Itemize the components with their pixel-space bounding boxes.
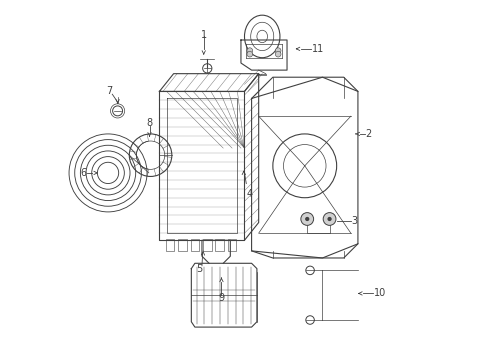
Text: 11: 11 xyxy=(311,44,324,54)
Text: 6: 6 xyxy=(80,168,86,178)
Bar xyxy=(227,239,236,251)
Text: 1: 1 xyxy=(200,30,206,40)
Bar xyxy=(203,239,211,251)
Circle shape xyxy=(305,266,314,275)
Circle shape xyxy=(300,213,313,225)
Circle shape xyxy=(327,217,331,221)
Bar xyxy=(190,239,199,251)
Bar xyxy=(165,239,174,251)
Circle shape xyxy=(275,48,281,54)
Bar xyxy=(215,239,224,251)
Circle shape xyxy=(305,316,314,324)
Text: 7: 7 xyxy=(106,86,112,96)
Text: 5: 5 xyxy=(196,264,202,274)
Circle shape xyxy=(202,64,211,73)
Circle shape xyxy=(246,48,252,54)
Text: 2: 2 xyxy=(364,129,370,139)
Circle shape xyxy=(275,51,281,57)
Text: 3: 3 xyxy=(350,216,356,226)
Text: 10: 10 xyxy=(373,288,386,298)
Text: 9: 9 xyxy=(218,293,224,303)
Text: 8: 8 xyxy=(146,118,152,128)
Circle shape xyxy=(112,106,122,116)
Circle shape xyxy=(305,217,309,221)
Circle shape xyxy=(323,213,335,225)
Bar xyxy=(178,239,186,251)
Circle shape xyxy=(246,51,252,57)
Text: 4: 4 xyxy=(246,189,252,199)
